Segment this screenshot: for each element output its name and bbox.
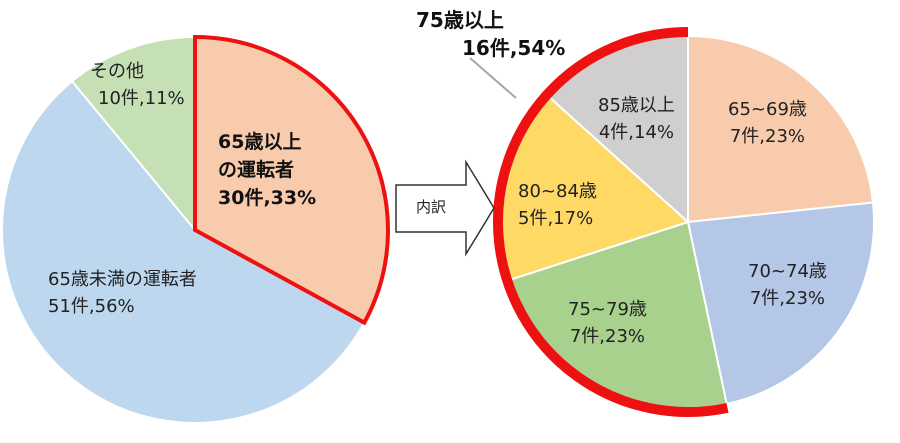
slice-label-85-plus-title: 85歳以上 (598, 95, 675, 116)
slice-label-under65-value: 51件,56% (48, 296, 135, 317)
slice-label-85-plus: 85歳以上 4件,14% (598, 92, 675, 146)
slice-label-70-74: 70~74歳 7件,23% (748, 258, 827, 312)
right-pie-slice-1 (686, 201, 875, 406)
left-pie-slice-2 (70, 35, 196, 233)
over-75-highlight-arc (493, 27, 729, 417)
slice-label-under65-title: 65歳未満の運転者 (48, 269, 197, 290)
slice-label-other-value: 10件,11% (98, 88, 185, 109)
right-pie-slice-0 (687, 34, 875, 224)
slice-label-under65: 65歳未満の運転者 51件,56% (48, 266, 197, 320)
slice-label-over65-value: 30件,33% (218, 187, 317, 209)
slice-label-70-74-title: 70~74歳 (748, 261, 827, 282)
slice-label-80-84-value: 5件,17% (518, 208, 594, 229)
slice-label-75-79: 75~79歳 7件,23% (568, 296, 647, 350)
slice-label-80-84-title: 80~84歳 (518, 181, 597, 202)
callout-over75-value: 16件,54% (462, 36, 566, 60)
callout-over75: 75歳以上 16件,54% (416, 6, 565, 62)
left-pie-highlight-outline (193, 34, 390, 326)
slice-label-65-69: 65~69歳 7件,23% (728, 96, 807, 150)
slice-label-65-69-value: 7件,23% (729, 126, 806, 147)
slice-label-65-69-title: 65~69歳 (728, 99, 807, 120)
arrow-label: 内訳 (416, 198, 447, 216)
slice-label-85-plus-value: 4件,14% (598, 122, 675, 143)
slice-label-75-79-value: 7件,23% (569, 326, 646, 347)
right-pie-chart (501, 34, 875, 409)
arrow-shape (395, 159, 495, 257)
slice-label-over65-title: 65歳以上 の運転者 (218, 131, 302, 181)
slice-label-80-84: 80~84歳 5件,17% (518, 178, 597, 232)
slice-label-other: その他 10件,11% (90, 58, 185, 112)
left-pie-chart (1, 34, 390, 424)
left-pie-slice-1 (1, 79, 366, 424)
slice-label-75-79-title: 75~79歳 (568, 299, 647, 320)
callout-leader-line (469, 57, 517, 99)
slice-label-70-74-value: 7件,23% (749, 288, 826, 309)
over-75-ring (493, 27, 729, 417)
callout-over75-title: 75歳以上 (416, 8, 504, 32)
slice-label-other-title: その他 (90, 61, 144, 82)
slice-label-over65: 65歳以上 の運転者 30件,33% (218, 128, 316, 212)
